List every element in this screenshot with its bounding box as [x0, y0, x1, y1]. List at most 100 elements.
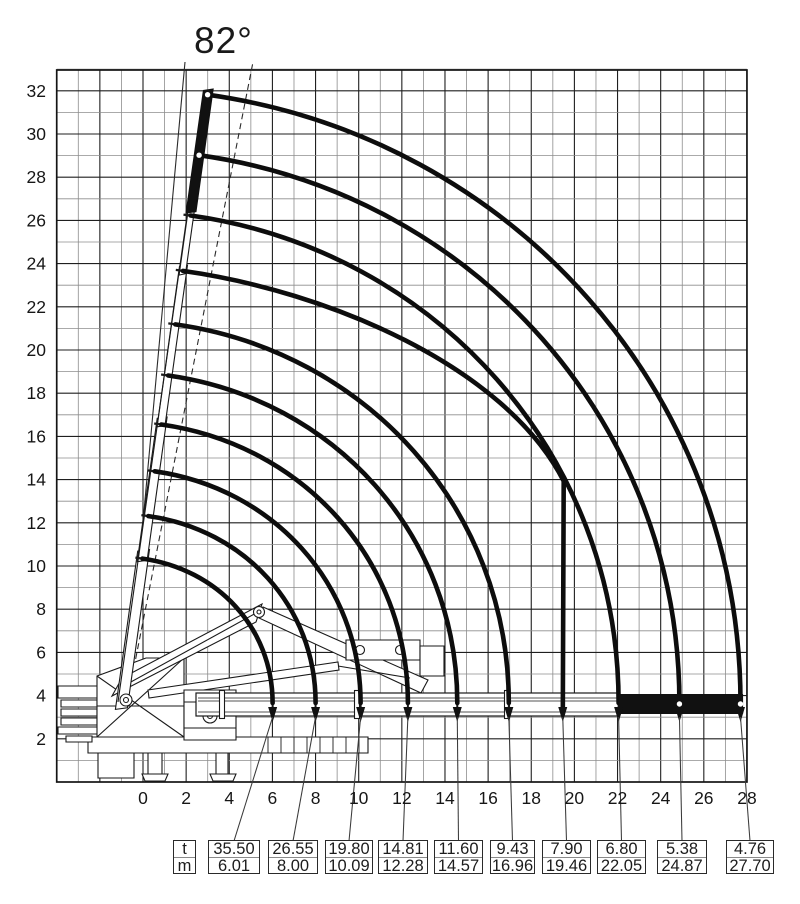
capacity-box-12.28: 14.81 12.28	[378, 840, 428, 874]
capacity-curve-16.96	[173, 322, 512, 706]
y-axis-label: 26	[27, 210, 46, 230]
reach-m-value: 8.00	[276, 856, 310, 875]
y-axis-label: 30	[27, 124, 47, 144]
reach-m-value: 16.96	[491, 856, 534, 875]
axis-tick-labels: 0 2 4 6 8 10 12 14 16 18 20 22 24 26 28246810121416182…	[27, 81, 757, 808]
capacity-curves	[140, 92, 743, 717]
table-leader-line	[678, 716, 683, 842]
capacity-box-6.01: 35.50 6.01	[208, 840, 260, 874]
capacity-curve-22.05	[188, 213, 621, 706]
capacity-curve-27.7	[205, 92, 743, 706]
boom-angle-label: 82°	[194, 20, 253, 61]
x-axis-label: 18	[522, 788, 541, 808]
table-leader-line	[402, 716, 409, 842]
table-leader-line	[292, 716, 317, 842]
y-axis-label: 4	[36, 686, 46, 706]
crane-part	[337, 665, 411, 679]
boom-tip-dot	[676, 701, 683, 707]
vertical-boom-black-section	[185, 88, 214, 214]
x-axis-label: 12	[392, 788, 411, 808]
capacity-t-value: 35.50	[209, 841, 259, 858]
plot-border-rect	[55, 69, 748, 783]
capacity-box-16.96: 9.43 16.96	[490, 840, 535, 874]
reach-m-value: 19.46	[545, 856, 588, 875]
capacity-curve-6.01	[140, 556, 275, 706]
crane-part	[419, 645, 445, 677]
y-axis-label: 24	[27, 254, 47, 274]
capacity-t-value: 5.38	[658, 841, 706, 858]
crane-part	[119, 611, 259, 689]
capacity-box-8.00: 26.55 8.00	[268, 840, 318, 874]
reach-m-value: 12.28	[382, 856, 424, 875]
y-axis-label: 18	[27, 383, 46, 403]
table-leader-line	[618, 716, 623, 842]
y-axis-label: 8	[36, 599, 46, 619]
curve-end-markers	[196, 92, 745, 722]
capacity-t-value: 6.80	[598, 841, 645, 858]
x-axis-label: 4	[224, 788, 234, 808]
crane-part	[96, 657, 185, 738]
reach-m-value: 24.87	[661, 856, 703, 875]
crane-part	[65, 735, 93, 743]
capacity-curve-19.46	[180, 268, 567, 717]
y-axis-label: 20	[27, 340, 47, 360]
y-axis-label: 22	[27, 297, 46, 317]
boom-section-joint	[218, 689, 226, 720]
capacity-t-value: 9.43	[491, 841, 534, 858]
crane-part	[97, 752, 135, 779]
x-axis-label: 2	[181, 788, 191, 808]
table-leader-line	[233, 716, 274, 842]
y-axis-label: 14	[27, 470, 47, 490]
x-axis-label: 28	[737, 788, 756, 808]
capacity-t-value: 14.81	[379, 841, 427, 858]
reach-arrow-marker	[268, 707, 278, 722]
boom-tip-dot	[204, 92, 211, 98]
table-leader-line	[508, 716, 514, 842]
x-axis-label: 10	[349, 788, 369, 808]
table-leader-lines	[233, 716, 751, 842]
crane-part	[114, 548, 151, 711]
reach-m-value: 27.70	[729, 856, 771, 875]
reach-m-value: 6.01	[217, 856, 251, 875]
reach-m-value: 10.09	[328, 856, 370, 875]
crane-part	[57, 685, 101, 699]
y-axis-label: 2	[36, 729, 46, 749]
reach-arrow-marker	[614, 707, 624, 722]
crane-part	[60, 708, 98, 717]
table-leader-line	[456, 716, 460, 842]
crane-part	[215, 752, 229, 775]
y-axis-label: 12	[27, 513, 46, 533]
capacity-box-14.57: 11.60 14.57	[434, 840, 483, 874]
y-axis-label: 16	[27, 426, 46, 446]
crane-pivot-circle	[256, 609, 262, 615]
reach-arrow-marker	[403, 707, 413, 722]
reach-arrow-marker	[558, 707, 568, 722]
y-axis-label: 10	[27, 556, 47, 576]
crane-part	[156, 264, 189, 428]
x-axis-label: 22	[608, 788, 627, 808]
capacity-t-value: 11.60	[435, 841, 482, 858]
x-axis-label: 16	[478, 788, 497, 808]
capacity-box-27.70: 4.76 27.70	[726, 840, 774, 874]
capacity-t-value: 19.80	[326, 841, 372, 858]
reach-arrow-marker	[674, 707, 684, 722]
reach-arrow-marker	[452, 707, 462, 722]
y-axis-label: 32	[27, 81, 46, 101]
x-axis-label: 6	[268, 788, 278, 808]
crane-part	[209, 773, 237, 782]
y-axis-label: 28	[27, 167, 46, 187]
capacity-t-value: t	[174, 841, 195, 858]
crane-part	[147, 661, 340, 699]
capacity-curve-14.57	[165, 373, 460, 706]
reach-m-value: 22.05	[600, 856, 643, 875]
x-axis-label: 14	[435, 788, 455, 808]
boom-tip-dot	[196, 152, 202, 158]
crane-part	[57, 726, 101, 735]
plot-border	[55, 69, 748, 783]
reach-arrow-marker	[504, 707, 514, 722]
capacity-curve-12.28	[159, 422, 411, 706]
x-axis-label: 24	[651, 788, 671, 808]
